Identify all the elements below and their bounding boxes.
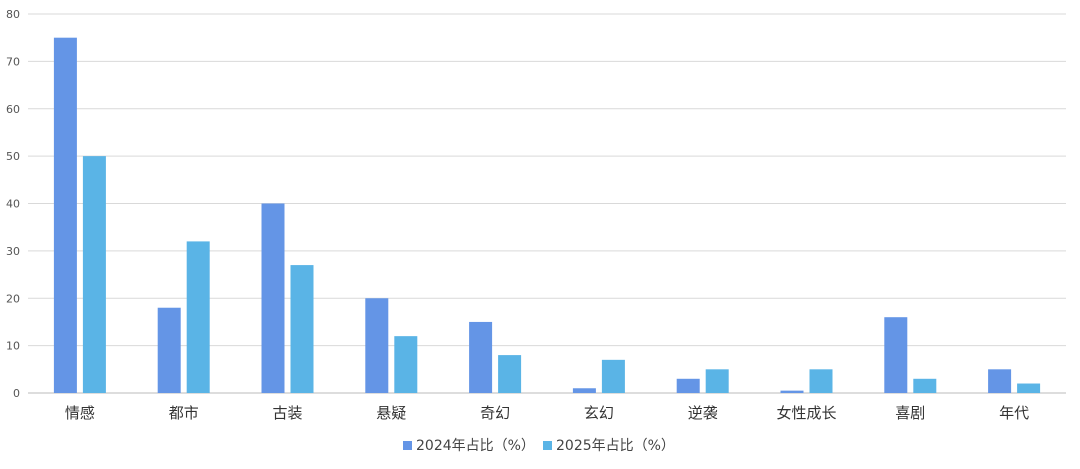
bar-series1 [469, 321, 493, 393]
x-tick-label: 玄幻 [584, 404, 614, 422]
y-tick-label: 80 [6, 8, 20, 21]
legend-label: 2024年占比（%） [416, 438, 535, 454]
bar-series1 [988, 369, 1012, 393]
x-tick-label: 悬疑 [376, 404, 406, 422]
x-tick-label: 喜剧 [895, 404, 925, 422]
legend-swatch [403, 441, 412, 450]
x-tick-label: 都市 [169, 404, 199, 422]
y-tick-label: 70 [6, 55, 20, 68]
x-tick-label: 年代 [999, 404, 1029, 422]
legend-swatch [543, 441, 552, 450]
x-tick-label: 古装 [272, 404, 302, 422]
y-tick-label: 0 [13, 387, 20, 400]
y-tick-label: 20 [6, 292, 20, 305]
x-tick-label: 女性成长 [776, 404, 836, 422]
bar-series1 [261, 203, 285, 393]
bar-series1 [365, 298, 389, 393]
legend: 2024年占比（%） 2025年占比（%） [403, 438, 675, 454]
grid-lines [28, 13, 1066, 394]
x-tick-label: 逆袭 [688, 404, 718, 422]
bar-series2 [913, 378, 937, 393]
bar-series2 [394, 336, 418, 393]
bar-series2 [809, 369, 833, 393]
x-axis-ticks: 情感 都市 古装 悬疑 奇幻 玄幻 逆袭 女性成长 喜剧 年代 [65, 404, 1029, 422]
y-tick-label: 40 [6, 198, 20, 211]
bar-series2 [601, 359, 625, 393]
y-axis-ticks: 0 10 20 30 40 50 60 70 80 [6, 8, 20, 400]
bar-series2 [82, 156, 106, 393]
y-tick-label: 30 [6, 245, 20, 258]
bar-series1 [884, 317, 908, 393]
bar-series2 [1017, 383, 1041, 393]
bar-series1 [780, 390, 804, 393]
bars [53, 37, 1041, 393]
bar-series2 [498, 355, 522, 393]
x-tick-label: 情感 [65, 404, 95, 422]
y-tick-label: 10 [6, 340, 20, 353]
bar-series1 [676, 378, 700, 393]
y-tick-label: 60 [6, 103, 20, 116]
bar-series1 [572, 388, 596, 393]
x-tick-label: 奇幻 [480, 404, 510, 422]
y-tick-label: 50 [6, 150, 20, 163]
legend-label: 2025年占比（%） [556, 438, 675, 454]
bar-series1 [53, 37, 77, 393]
bar-series1 [157, 307, 181, 393]
bar-series2 [705, 369, 729, 393]
bar-series2 [290, 265, 314, 393]
bar-series2 [186, 241, 210, 393]
